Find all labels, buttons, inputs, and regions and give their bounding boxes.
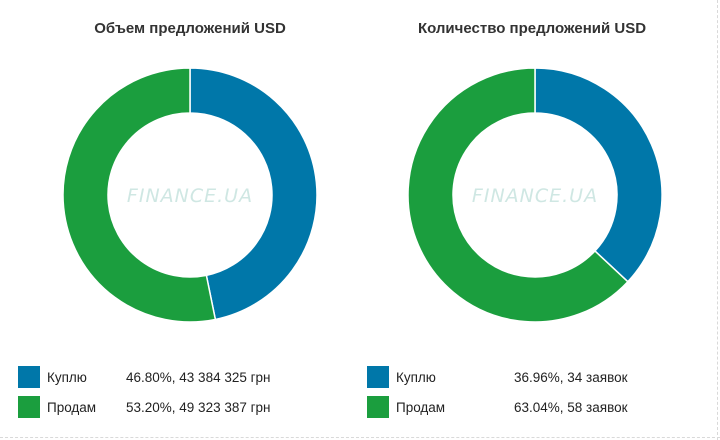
legend-item-buy: Куплю 46.80%, 43 384 325 грн bbox=[18, 366, 271, 388]
frame-border-bottom bbox=[0, 437, 720, 438]
legend-value: 63.04%, 58 заявок bbox=[514, 399, 628, 415]
legend-item-sell: Продам 63.04%, 58 заявок bbox=[367, 396, 628, 418]
chart-panel-volume: Объем предложений USD FINANCE.UA Куплю 4… bbox=[18, 20, 318, 418]
chart-panel-count: Количество предложений USD FINANCE.UA Ку… bbox=[360, 0, 720, 440]
legend-value: 46.80%, 43 384 325 грн bbox=[126, 369, 271, 385]
legend-swatch bbox=[18, 366, 40, 388]
donut-slice-sell[interactable] bbox=[62, 67, 217, 323]
chart-title: Объем предложений USD bbox=[94, 20, 286, 37]
legend-value: 36.96%, 34 заявок bbox=[514, 369, 628, 385]
chart-title: Количество предложений USD bbox=[417, 20, 647, 37]
donut-slice-sell[interactable] bbox=[407, 67, 629, 323]
frame-border-right bbox=[717, 0, 718, 440]
legend-item-sell: Продам 53.20%, 49 323 387 грн bbox=[18, 396, 271, 418]
donut-chart-count: FINANCE.UA bbox=[407, 67, 663, 323]
watermark-logo: FINANCE.UA bbox=[472, 185, 598, 207]
watermark-logo: FINANCE.UA bbox=[127, 185, 253, 207]
legend-value: 53.20%, 49 323 387 грн bbox=[126, 399, 271, 415]
legend-label: Продам bbox=[47, 399, 97, 415]
legend-label: Куплю bbox=[47, 369, 87, 385]
legend-swatch bbox=[367, 396, 389, 418]
legend-item-buy: Куплю 36.96%, 34 заявок bbox=[367, 366, 628, 388]
donut-chart-volume: FINANCE.UA bbox=[62, 67, 318, 323]
legend-label: Продам bbox=[396, 399, 446, 415]
legend-swatch bbox=[367, 366, 389, 388]
legend-label: Куплю bbox=[396, 369, 436, 385]
donut-slice-buy[interactable] bbox=[534, 67, 663, 283]
donut-slice-buy[interactable] bbox=[189, 67, 318, 321]
legend-swatch bbox=[18, 396, 40, 418]
